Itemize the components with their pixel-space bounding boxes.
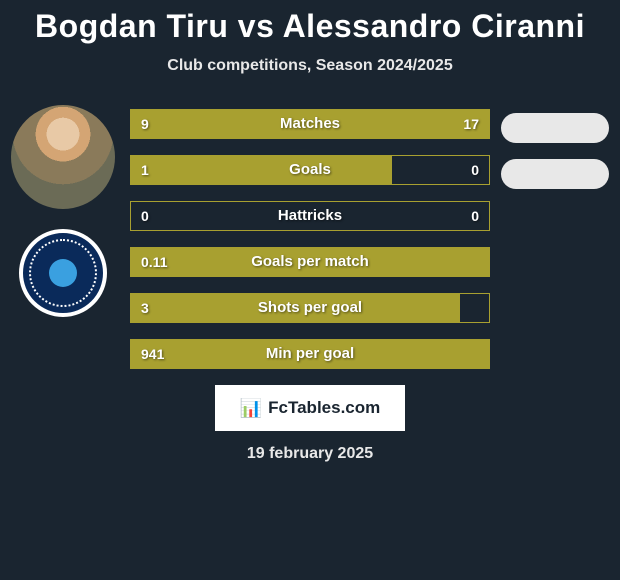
stat-bars: 9Matches171Goals00Hattricks00.11Goals pe…	[130, 105, 490, 369]
left-player-column	[8, 105, 118, 317]
stat-label: Goals	[131, 156, 489, 184]
stat-bar: 9Matches17	[130, 109, 490, 139]
club-badge	[19, 229, 107, 317]
date-label: 19 february 2025	[0, 445, 620, 463]
stat-value-right: 17	[463, 110, 479, 138]
stat-value-right: 0	[471, 202, 479, 230]
stat-bar: 1Goals0	[130, 155, 490, 185]
player-right-pill	[501, 113, 609, 143]
stat-bar: 941Min per goal	[130, 339, 490, 369]
club-badge-ball-icon	[49, 259, 77, 287]
stat-label: Matches	[131, 110, 489, 138]
stat-label: Shots per goal	[131, 294, 489, 322]
player-right-pill	[501, 159, 609, 189]
stat-label: Min per goal	[131, 340, 489, 368]
comparison-region: 9Matches171Goals00Hattricks00.11Goals pe…	[0, 105, 620, 369]
brand-logo-icon: 📊	[240, 398, 262, 419]
stat-bar: 0.11Goals per match	[130, 247, 490, 277]
stat-label: Goals per match	[131, 248, 489, 276]
brand-badge[interactable]: 📊 FcTables.com	[215, 385, 405, 431]
page-subtitle: Club competitions, Season 2024/2025	[0, 57, 620, 75]
brand-text: FcTables.com	[268, 398, 380, 418]
right-player-column	[500, 105, 610, 381]
stat-bar: 0Hattricks0	[130, 201, 490, 231]
stat-bar: 3Shots per goal	[130, 293, 490, 323]
page-title: Bogdan Tiru vs Alessandro Ciranni	[0, 0, 620, 45]
stat-label: Hattricks	[131, 202, 489, 230]
stat-value-right: 0	[471, 156, 479, 184]
player-avatar	[11, 105, 115, 209]
